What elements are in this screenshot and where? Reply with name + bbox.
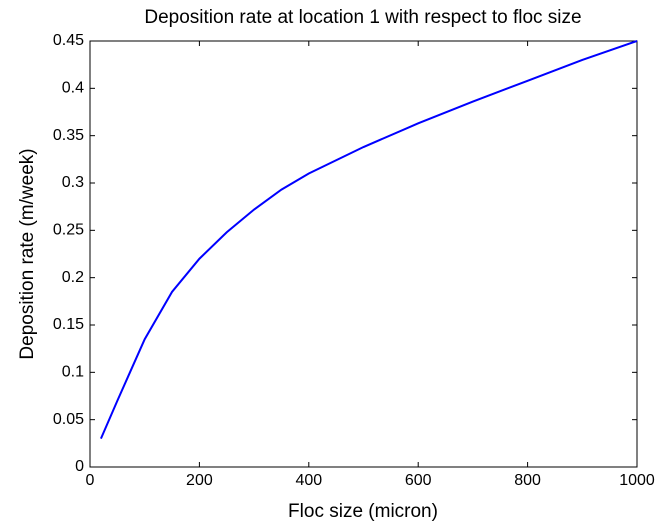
y-tick-label: 0.2 (62, 269, 84, 286)
y-tick-label: 0.1 (62, 364, 84, 381)
y-tick-label: 0.05 (53, 411, 84, 428)
y-tick-label: 0.25 (53, 222, 84, 239)
x-tick-label: 400 (295, 472, 322, 489)
y-tick-label: 0.45 (53, 32, 84, 49)
x-axis-label: Floc size (micron) (288, 501, 438, 522)
x-tick-label: 0 (86, 472, 95, 489)
y-tick-label: 0.4 (62, 80, 84, 97)
y-tick-label: 0.3 (62, 174, 84, 191)
x-tick-label: 1000 (619, 472, 655, 489)
x-tick-label: 800 (514, 472, 541, 489)
y-axis-label: Deposition rate (m/week) (17, 148, 38, 359)
data-line (100, 40, 638, 439)
y-tick-label: 0 (75, 458, 84, 475)
chart-title: Deposition rate at location 1 with respe… (144, 7, 581, 28)
y-tick-label: 0.15 (53, 316, 84, 333)
x-tick-label: 200 (186, 472, 213, 489)
y-tick-label: 0.35 (53, 127, 84, 144)
plot-area (89, 40, 638, 468)
x-tick-label: 600 (405, 472, 432, 489)
